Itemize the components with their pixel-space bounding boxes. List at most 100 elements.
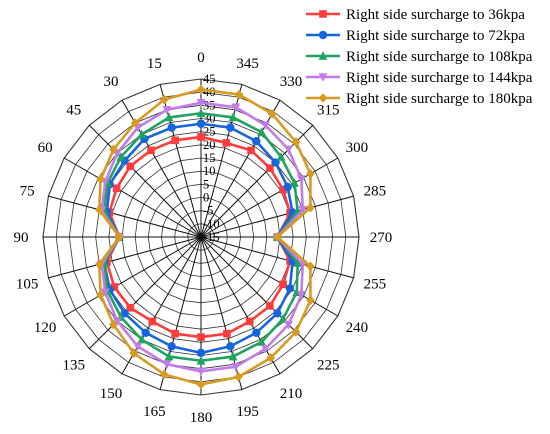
angle-label: 240 (346, 320, 369, 336)
data-point (196, 84, 206, 95)
data-point (197, 133, 205, 141)
angle-label: 45 (66, 103, 81, 119)
data-point (290, 178, 299, 187)
data-point (306, 295, 315, 305)
series-5 (94, 84, 315, 390)
data-point (296, 291, 306, 300)
data-point (133, 342, 143, 352)
radial-tick-label: -5 (203, 204, 213, 218)
data-point (196, 119, 206, 128)
data-point (126, 162, 135, 171)
data-point (110, 283, 119, 291)
data-point (261, 121, 270, 131)
series-plot-area (94, 84, 315, 390)
data-point (196, 98, 206, 108)
angle-label: 90 (14, 230, 29, 246)
grid-spoke (200, 236, 354, 279)
angle-label: 210 (280, 386, 303, 402)
radial-tick-label: 10 (203, 164, 216, 178)
data-point (228, 112, 238, 122)
data-point (226, 342, 235, 351)
data-point (273, 309, 282, 318)
data-point (171, 136, 179, 145)
data-point (261, 344, 270, 354)
radial-tick-label: -15 (203, 230, 220, 244)
radial-tick-label: 45 (203, 72, 216, 86)
data-point (222, 139, 231, 147)
angle-label: 135 (62, 357, 85, 373)
data-point (114, 232, 124, 242)
data-point (94, 259, 104, 270)
angle-label: 285 (364, 183, 387, 199)
data-point (231, 103, 241, 113)
data-point (318, 93, 328, 103)
data-point (196, 379, 206, 390)
legend-label: Right side surcharge to 144kpa (346, 70, 533, 86)
data-point (129, 348, 139, 359)
data-point (234, 372, 243, 382)
data-point (228, 351, 238, 361)
grid-spoke (88, 236, 202, 350)
data-point (252, 137, 261, 146)
data-point (305, 202, 315, 213)
data-point (96, 290, 106, 300)
data-point (196, 108, 206, 118)
data-point (298, 205, 308, 215)
data-point (305, 261, 315, 272)
data-point (247, 146, 255, 155)
data-point (112, 184, 121, 193)
data-point (319, 10, 327, 18)
legend-item: Right side surcharge to 144kpa (306, 70, 533, 86)
data-point (167, 123, 176, 132)
angle-label: 15 (147, 56, 162, 72)
angle-label: 75 (20, 183, 35, 199)
legend-label: Right side surcharge to 180kpa (346, 91, 533, 107)
angle-label: 345 (236, 56, 259, 72)
grid-spoke (200, 157, 339, 238)
data-point (137, 129, 147, 139)
data-point (283, 182, 292, 192)
grid-spoke (63, 236, 202, 317)
data-point (296, 175, 306, 184)
data-point (231, 362, 241, 372)
radial-tick-label: -10 (203, 217, 220, 231)
data-point (245, 317, 254, 326)
radial-tick-label: 5 (203, 177, 209, 191)
angle-label: 165 (143, 404, 166, 420)
data-point (257, 127, 266, 136)
data-point (197, 333, 205, 341)
angle-label: 225 (317, 357, 340, 373)
data-point (196, 348, 206, 358)
angle-label: 195 (236, 404, 259, 420)
legend-label: Right side surcharge to 108kpa (346, 49, 533, 65)
data-point (257, 337, 266, 346)
data-point (164, 112, 174, 122)
data-point (94, 204, 104, 215)
grid-spoke (88, 124, 202, 238)
data-point (137, 334, 147, 344)
data-point (272, 232, 282, 242)
grid-spoke (63, 157, 202, 238)
data-point (284, 320, 293, 330)
data-point (164, 351, 174, 361)
angle-label: 270 (370, 230, 393, 246)
data-point (267, 109, 277, 119)
radial-tick-label: 25 (203, 125, 216, 139)
grid-spoke (48, 236, 202, 279)
legend: Right side surcharge to 36kpa Right side … (306, 7, 533, 107)
data-point (279, 280, 287, 289)
legend-item: Right side surcharge to 180kpa (306, 91, 533, 107)
data-point (159, 94, 169, 105)
data-point (285, 284, 295, 293)
data-point (318, 73, 328, 82)
data-point (100, 288, 110, 298)
legend-label: Right side surcharge to 72kpa (346, 28, 525, 44)
grid-spoke (200, 236, 339, 317)
data-point (279, 185, 287, 194)
data-point (112, 316, 122, 326)
data-point (291, 137, 301, 147)
data-point (234, 89, 244, 100)
legend-item: Right side surcharge to 108kpa (306, 49, 533, 65)
